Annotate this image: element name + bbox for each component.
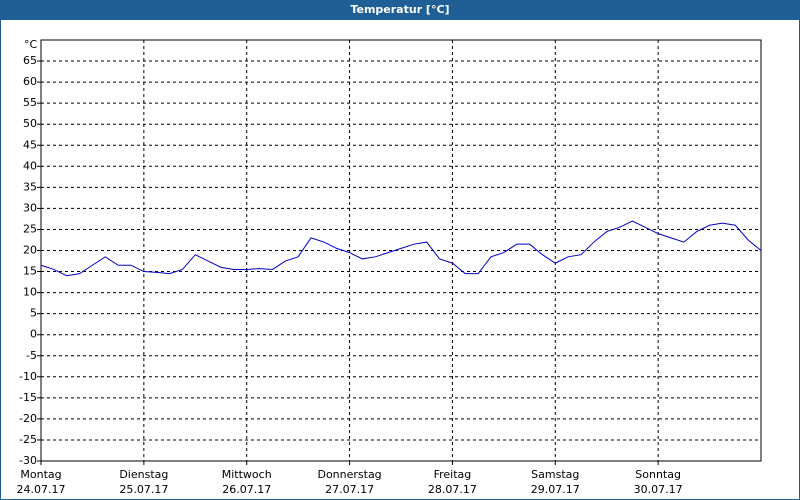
y-tick-label: -15 [19,391,37,404]
y-tick-label: -20 [19,412,37,425]
y-tick-label: 45 [23,138,37,151]
y-tick-label: 65 [23,54,37,67]
plot: -30 -25 -20 -15 -10 -5 0 5 10 15 20 25 30 35 40 45 50 55 6… [17,39,762,496]
y-tick-label: 60 [23,75,37,88]
x-tick-label: Dienstag [119,468,168,481]
x-tick-label: Montag [20,468,61,481]
y-tick-label: 15 [23,265,37,278]
y-tick-label: 25 [23,222,37,235]
y-tick-label: 5 [30,307,37,320]
x-tick-date: 24.07.17 [17,483,66,496]
window-title: Temperatur [°C] [350,3,449,16]
x-tick-label: Sonntag [635,468,681,481]
y-tick-label: -10 [19,370,37,383]
temperature-line [40,220,762,277]
x-tick-label: Samstag [531,468,579,481]
y-tick-label: 10 [23,286,37,299]
y-tick-label: 55 [23,96,37,109]
x-tick-label: Mittwoch [222,468,272,481]
x-tick-label: Donnerstag [317,468,381,481]
x-tick-date: 28.07.17 [428,483,477,496]
y-unit: °C [24,38,38,51]
x-tick-date: 25.07.17 [119,483,168,496]
title-bar [0,0,800,20]
y-tick-label: 20 [23,244,37,257]
y-tick-label: -5 [26,349,37,362]
y-tick-label: 35 [23,180,37,193]
x-tick-date: 30.07.17 [634,483,683,496]
y-tick-label: -25 [19,433,37,446]
y-tick-label: 30 [23,201,37,214]
x-tick-date: 29.07.17 [531,483,580,496]
y-tick-label: 50 [23,117,37,130]
y-tick-label: -30 [19,454,37,467]
y-tick-label: 40 [23,159,37,172]
x-tick-date: 27.07.17 [325,483,374,496]
y-tick-label: 0 [30,328,37,341]
x-tick-label: Freitag [434,468,472,481]
x-tick-date: 26.07.17 [222,483,271,496]
